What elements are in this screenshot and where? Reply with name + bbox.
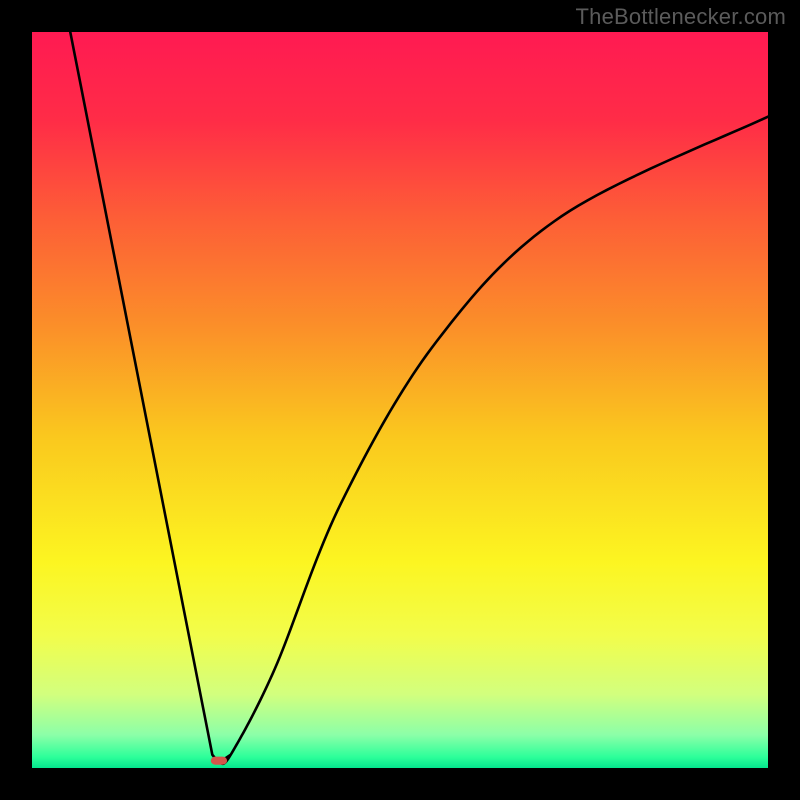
minimum-marker [211, 757, 227, 765]
bottleneck-curve-chart [0, 0, 800, 800]
chart-container: TheBottlenecker.com [0, 0, 800, 800]
